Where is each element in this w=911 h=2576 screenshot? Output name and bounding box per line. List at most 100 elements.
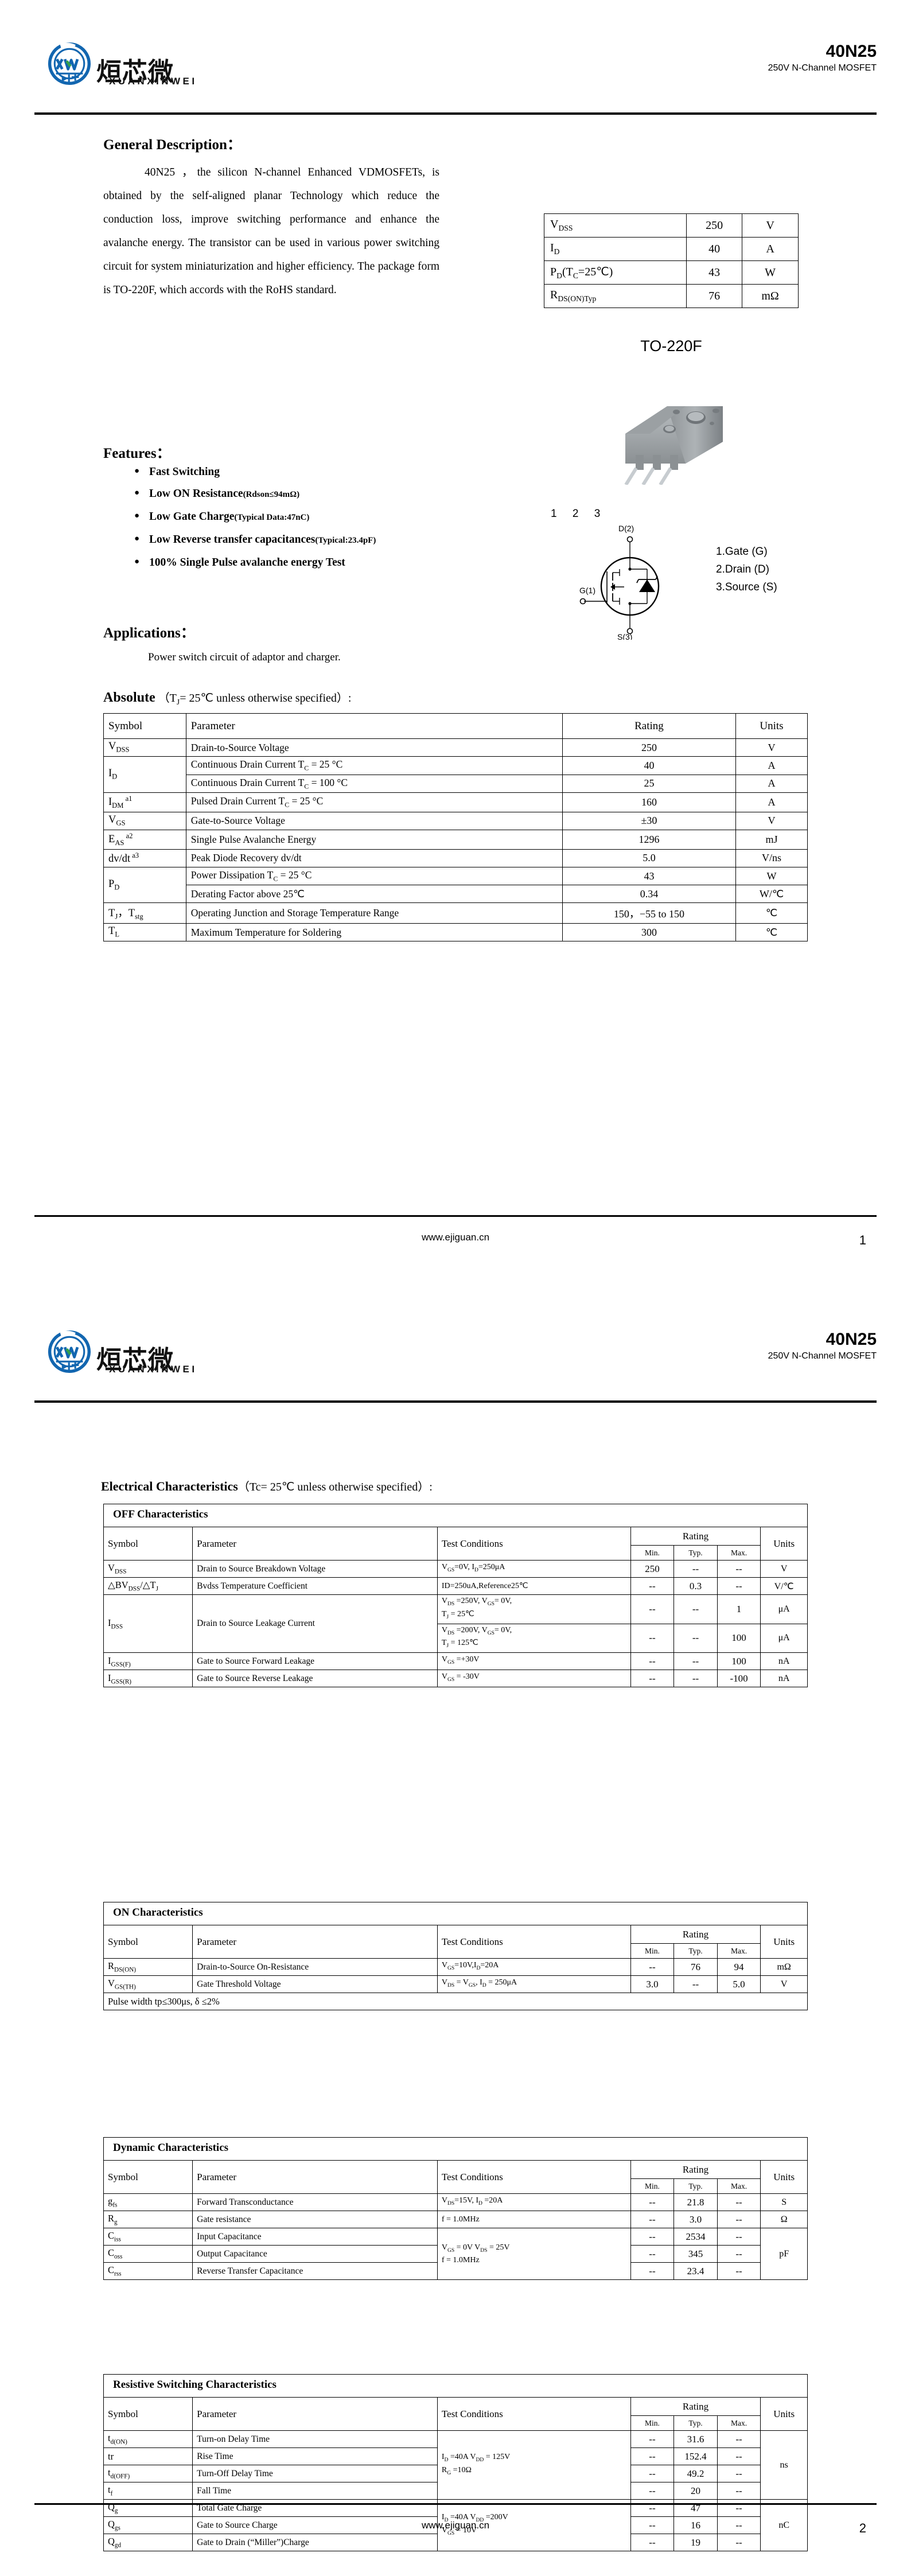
row-max: -- [717, 2430, 761, 2448]
col-parameter: Parameter [192, 2397, 438, 2431]
characteristics-table: Symbol Parameter Test Conditions Rating Unit… [103, 1925, 808, 2010]
table-row: Continuous Drain Current TC = 100 °C 25 A [104, 774, 808, 793]
row-max: -- [717, 2534, 761, 2551]
row-symbol: ID [103, 756, 186, 793]
col-rating: Rating [630, 2397, 761, 2416]
row-unit: mJ [735, 829, 808, 850]
table-header-row: Min. Typ. Max. [104, 1943, 808, 1959]
table-row: IGSS(F) Gate to Source Forward Leakage VGS… [103, 1652, 808, 1671]
row-unit: nC [760, 2499, 808, 2551]
row-parameter: Peak Diode Recovery dv/dt [185, 849, 563, 867]
col-rating: Rating [562, 713, 737, 739]
row-max: 94 [717, 1958, 761, 1976]
row-rating: 0.34 [562, 885, 737, 904]
header-rule [34, 1400, 877, 1403]
characteristics-table: Symbol Parameter Test Conditions Rating Unit… [103, 1527, 808, 1688]
row-max: 100 [717, 1652, 761, 1671]
table-row: ID Continuous Drain Current TC = 25 °C 40 A [103, 756, 808, 793]
table-header-row: Min. Typ. Max. [104, 1545, 808, 1561]
row-typ: -- [673, 1975, 718, 1993]
row-max: -- [717, 2482, 761, 2500]
row-min: -- [630, 2516, 675, 2534]
row-min: 250 [630, 1560, 675, 1578]
table-row: EAS a2 Single Pulse Avalanche Energy 1296 m… [103, 829, 808, 850]
row-parameter: Total Gate Charge [192, 2499, 438, 2517]
pin-item: 2.Drain (D) [716, 563, 769, 575]
table-row: VDSS Drain-to-Source Voltage 250 V [103, 738, 808, 757]
quick-value: 40 [686, 237, 743, 261]
row-conditions: VGS=0V, ID=250μA [437, 1560, 631, 1578]
feature-item: Fast Switching [134, 462, 505, 481]
row-max: -- [717, 2228, 761, 2246]
page-number: 2 [859, 2521, 866, 2535]
row-typ: 345 [673, 2245, 718, 2263]
row-symbol: Coss [103, 2245, 193, 2263]
row-parameter: Input Capacitance [192, 2228, 438, 2246]
quick-symbol: VDSS [543, 213, 687, 238]
row-rating: 250 [562, 738, 737, 757]
col-max: Max. [717, 1943, 761, 1959]
dynamic-characteristics-block: Dynamic Characteristics Symbol Parameter Te… [103, 2137, 808, 2280]
table-row: IGSS(R) Gate to Source Reverse Leakage VGS… [103, 1670, 808, 1688]
row-symbol: tf [103, 2482, 193, 2500]
row-conditions: ID =40A VDD = 125V RG =10Ω [437, 2430, 631, 2500]
row-max: -- [717, 2465, 761, 2482]
row-unit: A [735, 756, 808, 775]
row-max: -- [717, 2447, 761, 2465]
table-row: IDM a1 Pulsed Drain Current TC = 25 °C 160… [103, 792, 808, 812]
row-typ: -- [673, 1594, 718, 1624]
characteristics-table: Symbol Parameter Test Conditions Rating Unit… [103, 2160, 808, 2280]
table-row: VDSS Drain to Source Breakdown Voltage VGS… [103, 1560, 808, 1578]
row-parameter: Turn-on Delay Time [192, 2430, 438, 2448]
table-row: △BVDSS/△TJ Bvdss Temperature Coefficient I… [103, 1577, 808, 1595]
row-symbol: PD [103, 866, 186, 904]
col-symbol: Symbol [103, 2397, 193, 2431]
row-parameter: Drain to Source Breakdown Voltage [192, 1560, 438, 1578]
row-min: -- [630, 2482, 675, 2500]
pin-item: 3.Source (S) [716, 581, 777, 593]
row-max: 5.0 [717, 1975, 761, 1993]
company-name-cn: 烜芯微 [96, 1345, 174, 1375]
row-max: -- [717, 1560, 761, 1578]
row-symbol: td(OFF) [103, 2465, 193, 2482]
table-row: gfs Forward Transconductance VDS=15V, ID =… [103, 2193, 808, 2211]
footer-rule [34, 2503, 877, 2505]
table-header-row: Symbol Parameter Test Conditions Rating Unit… [103, 1527, 808, 1561]
footer-url: www.ejiguan.cn [421, 2520, 490, 2531]
row-parameter: Maximum Temperature for Soldering [185, 923, 563, 942]
company-name-en: XUANXINWEI [109, 76, 197, 87]
row-unit: μA [760, 1623, 808, 1653]
block-title: Dynamic Characteristics [103, 2137, 808, 2160]
col-symbol: Symbol [103, 713, 186, 739]
off-characteristics-block: OFF Characteristics Symbol Parameter Test C… [103, 1504, 808, 1688]
row-unit: W [735, 866, 808, 886]
row-unit: A [735, 792, 808, 812]
row-conditions: f = 1.0MHz [437, 2211, 631, 2228]
row-parameter: Gate Threshold Voltage [192, 1975, 438, 1993]
row-unit: W/℃ [735, 885, 808, 904]
electrical-characteristics-title: Electrical Characteristics（Tc= 25℃ unles… [101, 1479, 433, 1493]
table-header-row: Symbol Parameter Test Conditions Rating Unit… [103, 2160, 808, 2194]
row-max: 1 [717, 1594, 761, 1624]
part-number: 40N25 [826, 42, 877, 61]
table-row: Qg Total Gate Charge ID =40A VDD =200V VGS … [103, 2499, 808, 2551]
table-row: VGS(TH) Gate Threshold Voltage VDS = VGS, … [103, 1975, 808, 1993]
footer-url: www.ejiguan.cn [421, 1232, 490, 1243]
row-unit: A [735, 774, 808, 793]
row-min: 3.0 [630, 1975, 675, 1993]
page-number: 1 [859, 1233, 866, 1247]
row-max: -- [717, 2262, 761, 2280]
row-min: -- [630, 1670, 675, 1688]
col-min: Min. [630, 2178, 675, 2194]
row-parameter: Drain to Source Leakage Current [192, 1594, 438, 1653]
pulse-note: Pulse width tp≤300μs, δ ≤2% [103, 1993, 808, 2010]
pin-item: 1.Gate (G) [716, 546, 768, 558]
col-parameter: Parameter [192, 1925, 438, 1959]
feature-item: Low Gate Charge(Typical Data:47nC) [134, 507, 505, 527]
col-test-conditions: Test Conditions [437, 1925, 631, 1959]
col-units: Units [735, 713, 808, 739]
quick-value: 76 [686, 284, 743, 308]
characteristics-table: Symbol Parameter Test Conditions Rating Unit… [103, 2397, 808, 2551]
row-rating: 43 [562, 866, 737, 886]
quick-unit: mΩ [742, 284, 799, 308]
